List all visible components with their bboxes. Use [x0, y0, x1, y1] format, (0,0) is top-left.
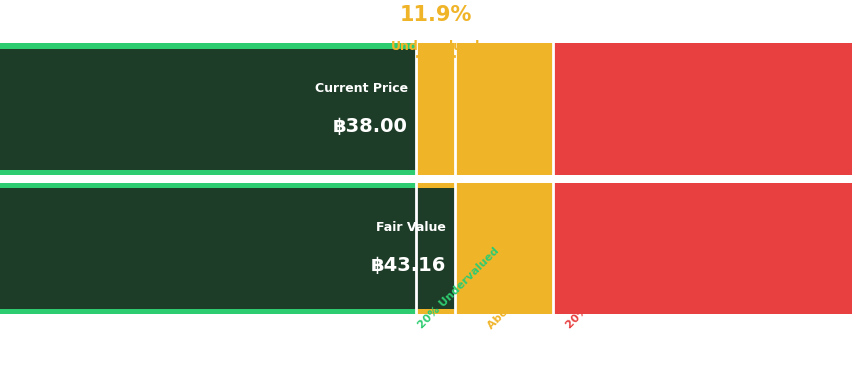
Bar [416, 43, 454, 175]
Text: 20% Undervalued: 20% Undervalued [416, 246, 500, 331]
Text: Fair Value: Fair Value [376, 221, 446, 234]
Bar [552, 43, 852, 175]
Text: Current Price: Current Price [314, 82, 407, 95]
Bar [0, 49, 416, 170]
Bar [552, 182, 852, 314]
Bar [454, 43, 552, 175]
Bar [0, 182, 416, 314]
Bar [0, 188, 454, 309]
Text: 11.9%: 11.9% [399, 5, 471, 25]
Text: ฿38.00: ฿38.00 [332, 117, 407, 136]
Text: ฿43.16: ฿43.16 [371, 256, 446, 275]
Text: 20% Overvalued: 20% Overvalued [564, 252, 643, 331]
Bar [0, 43, 416, 175]
Bar [416, 182, 454, 314]
Text: Undervalued: Undervalued [390, 40, 480, 53]
Bar [454, 182, 552, 314]
Text: About Right: About Right [486, 271, 545, 331]
